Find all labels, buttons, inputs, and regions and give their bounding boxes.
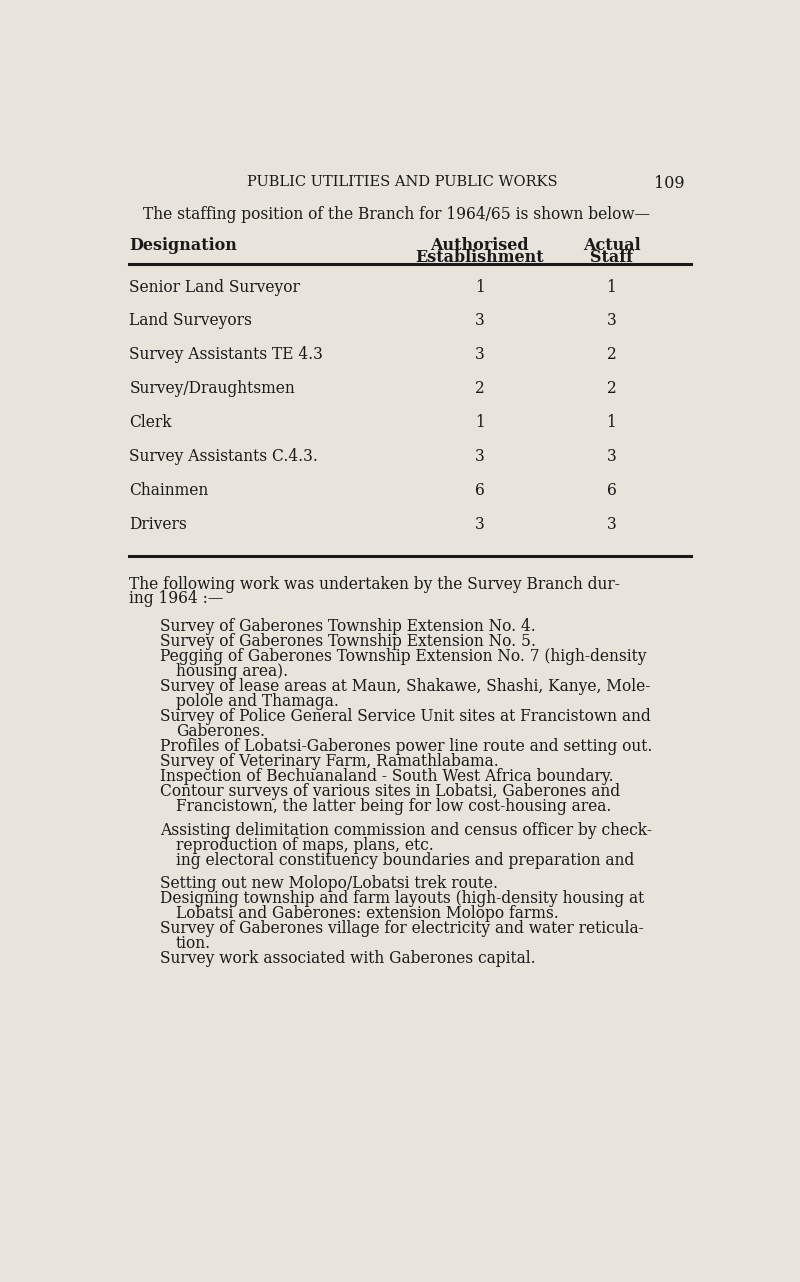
Text: Inspection of Bechuanaland - South West Africa boundary.: Inspection of Bechuanaland - South West … — [161, 768, 614, 786]
Text: PUBLIC UTILITIES AND PUBLIC WORKS: PUBLIC UTILITIES AND PUBLIC WORKS — [247, 176, 558, 190]
Text: Authorised: Authorised — [430, 237, 529, 254]
Text: Land Surveyors: Land Surveyors — [130, 313, 252, 329]
Text: 6: 6 — [606, 482, 617, 499]
Text: 6: 6 — [475, 482, 485, 499]
Text: Survey of Police General Service Unit sites at Francistown and: Survey of Police General Service Unit si… — [161, 708, 651, 726]
Text: 1: 1 — [606, 278, 616, 296]
Text: 1: 1 — [475, 278, 485, 296]
Text: reproduction of maps, plans, etc.: reproduction of maps, plans, etc. — [176, 837, 434, 854]
Text: 2: 2 — [606, 381, 616, 397]
Text: Survey of Veterinary Farm, Ramathlabama.: Survey of Veterinary Farm, Ramathlabama. — [161, 754, 499, 770]
Text: Lobatsi and Gaberones: extension Molopo farms.: Lobatsi and Gaberones: extension Molopo … — [176, 905, 558, 922]
Text: Survey of Gaberones village for electricity and water reticula-: Survey of Gaberones village for electric… — [161, 920, 644, 937]
Text: housing area).: housing area). — [176, 663, 288, 681]
Text: polole and Thamaga.: polole and Thamaga. — [176, 694, 339, 710]
Text: Designing township and farm layouts (high-density housing at: Designing township and farm layouts (hig… — [161, 890, 645, 906]
Text: Survey of lease areas at Maun, Shakawe, Shashi, Kanye, Mole-: Survey of lease areas at Maun, Shakawe, … — [161, 678, 651, 695]
Text: 3: 3 — [606, 313, 616, 329]
Text: 2: 2 — [606, 346, 616, 363]
Text: Contour surveys of various sites in Lobatsi, Gaberones and: Contour surveys of various sites in Loba… — [161, 783, 621, 800]
Text: Survey/Draughtsmen: Survey/Draughtsmen — [130, 381, 295, 397]
Text: 3: 3 — [606, 515, 616, 533]
Text: Staff: Staff — [590, 249, 633, 265]
Text: 1: 1 — [606, 414, 616, 431]
Text: Setting out new Molopo/Lobatsi trek route.: Setting out new Molopo/Lobatsi trek rout… — [161, 874, 498, 892]
Text: Survey Assistants C.4.3.: Survey Assistants C.4.3. — [130, 447, 318, 465]
Text: 3: 3 — [475, 515, 485, 533]
Text: Survey of Gaberones Township Extension No. 5.: Survey of Gaberones Township Extension N… — [161, 633, 537, 650]
Text: Actual: Actual — [582, 237, 640, 254]
Text: Profiles of Lobatsi-Gaberones power line route and setting out.: Profiles of Lobatsi-Gaberones power line… — [161, 738, 653, 755]
Text: 3: 3 — [475, 447, 485, 465]
Text: Pegging of Gaberones Township Extension No. 7 (high-density: Pegging of Gaberones Township Extension … — [161, 649, 647, 665]
Text: Clerk: Clerk — [130, 414, 172, 431]
Text: Assisting delimitation commission and census officer by check-: Assisting delimitation commission and ce… — [161, 822, 653, 838]
Text: Survey Assistants TE 4.3: Survey Assistants TE 4.3 — [130, 346, 323, 363]
Text: ing electoral constituency boundaries and preparation and: ing electoral constituency boundaries an… — [176, 851, 634, 869]
Text: tion.: tion. — [176, 935, 211, 953]
Text: 2: 2 — [475, 381, 485, 397]
Text: Survey of Gaberones Township Extension No. 4.: Survey of Gaberones Township Extension N… — [161, 618, 536, 635]
Text: Survey work associated with Gaberones capital.: Survey work associated with Gaberones ca… — [161, 950, 536, 967]
Text: Drivers: Drivers — [130, 515, 187, 533]
Text: Francistown, the latter being for low cost-housing area.: Francistown, the latter being for low co… — [176, 799, 611, 815]
Text: 3: 3 — [475, 313, 485, 329]
Text: 3: 3 — [606, 447, 616, 465]
Text: Chainmen: Chainmen — [130, 482, 209, 499]
Text: The following work was undertaken by the Survey Branch dur-: The following work was undertaken by the… — [130, 576, 620, 592]
Text: Establishment: Establishment — [415, 249, 544, 265]
Text: ing 1964 :—: ing 1964 :— — [130, 591, 224, 608]
Text: 1: 1 — [475, 414, 485, 431]
Text: Designation: Designation — [130, 237, 238, 254]
Text: 109: 109 — [654, 176, 685, 192]
Text: The staffing position of the Branch for 1964/65 is shown below—: The staffing position of the Branch for … — [142, 206, 650, 223]
Text: Gaberones.: Gaberones. — [176, 723, 265, 740]
Text: Senior Land Surveyor: Senior Land Surveyor — [130, 278, 300, 296]
Text: 3: 3 — [475, 346, 485, 363]
